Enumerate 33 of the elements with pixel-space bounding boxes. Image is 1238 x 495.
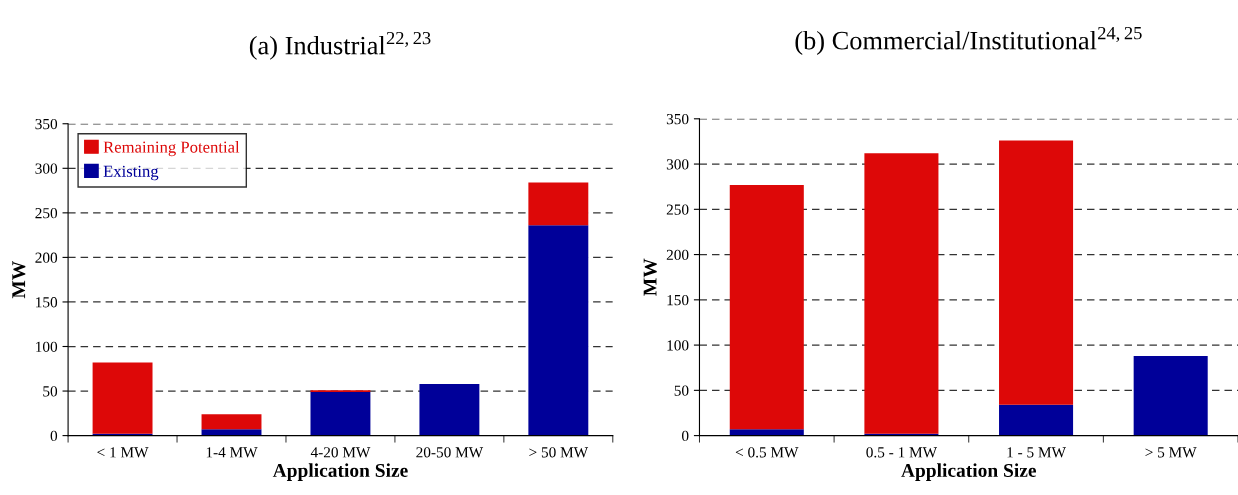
y-tick-label: 250 — [666, 204, 689, 215]
y-tick-label: 300 — [666, 159, 689, 170]
x-tick-label: > 5 MW — [1145, 447, 1197, 458]
x-axis-title: Application Size — [272, 463, 408, 481]
y-tick-label: 0 — [682, 430, 689, 442]
x-tick-label: 1 - 5 MW — [1007, 447, 1066, 458]
legend-label: Existing — [103, 165, 159, 181]
y-axis-title: MW — [643, 258, 657, 296]
y-tick-label: 0 — [50, 430, 58, 442]
legend-label: Remaining Potential — [103, 141, 240, 157]
y-tick-label: 150 — [36, 297, 58, 308]
chart-title: (b) Commercial/Institutional$^{24,25}$ — [795, 26, 1142, 55]
y-tick-label: 200 — [35, 252, 58, 263]
y-tick-label: 200 — [666, 249, 689, 261]
x-tick-label: 1-4 MW — [206, 447, 258, 458]
y-tick-label: 150 — [667, 294, 689, 306]
chart-title: (a) Industrial$^{22,23}$ — [249, 31, 431, 60]
x-tick-label: 0.5 - 1 MW — [866, 447, 938, 458]
x-tick-label: < 0.5 MW — [735, 447, 799, 458]
y-axis-title: MW — [12, 261, 26, 299]
y-tick-label: 350 — [666, 113, 689, 125]
x-axis-title: Application Size — [901, 463, 1037, 481]
y-tick-label: 50 — [674, 385, 689, 396]
x-tick-label: 20-50 MW — [416, 447, 484, 458]
x-tick-label: < 1 MW — [97, 447, 149, 458]
y-tick-label: 300 — [35, 163, 58, 174]
y-tick-label: 100 — [667, 340, 689, 351]
y-tick-label: 350 — [35, 118, 58, 130]
x-tick-label: > 50 MW — [529, 447, 589, 458]
y-tick-label: 100 — [36, 341, 58, 352]
y-tick-label: 250 — [35, 207, 58, 219]
x-tick-label: 4-20 MW — [310, 447, 371, 458]
y-tick-label: 50 — [43, 386, 58, 397]
